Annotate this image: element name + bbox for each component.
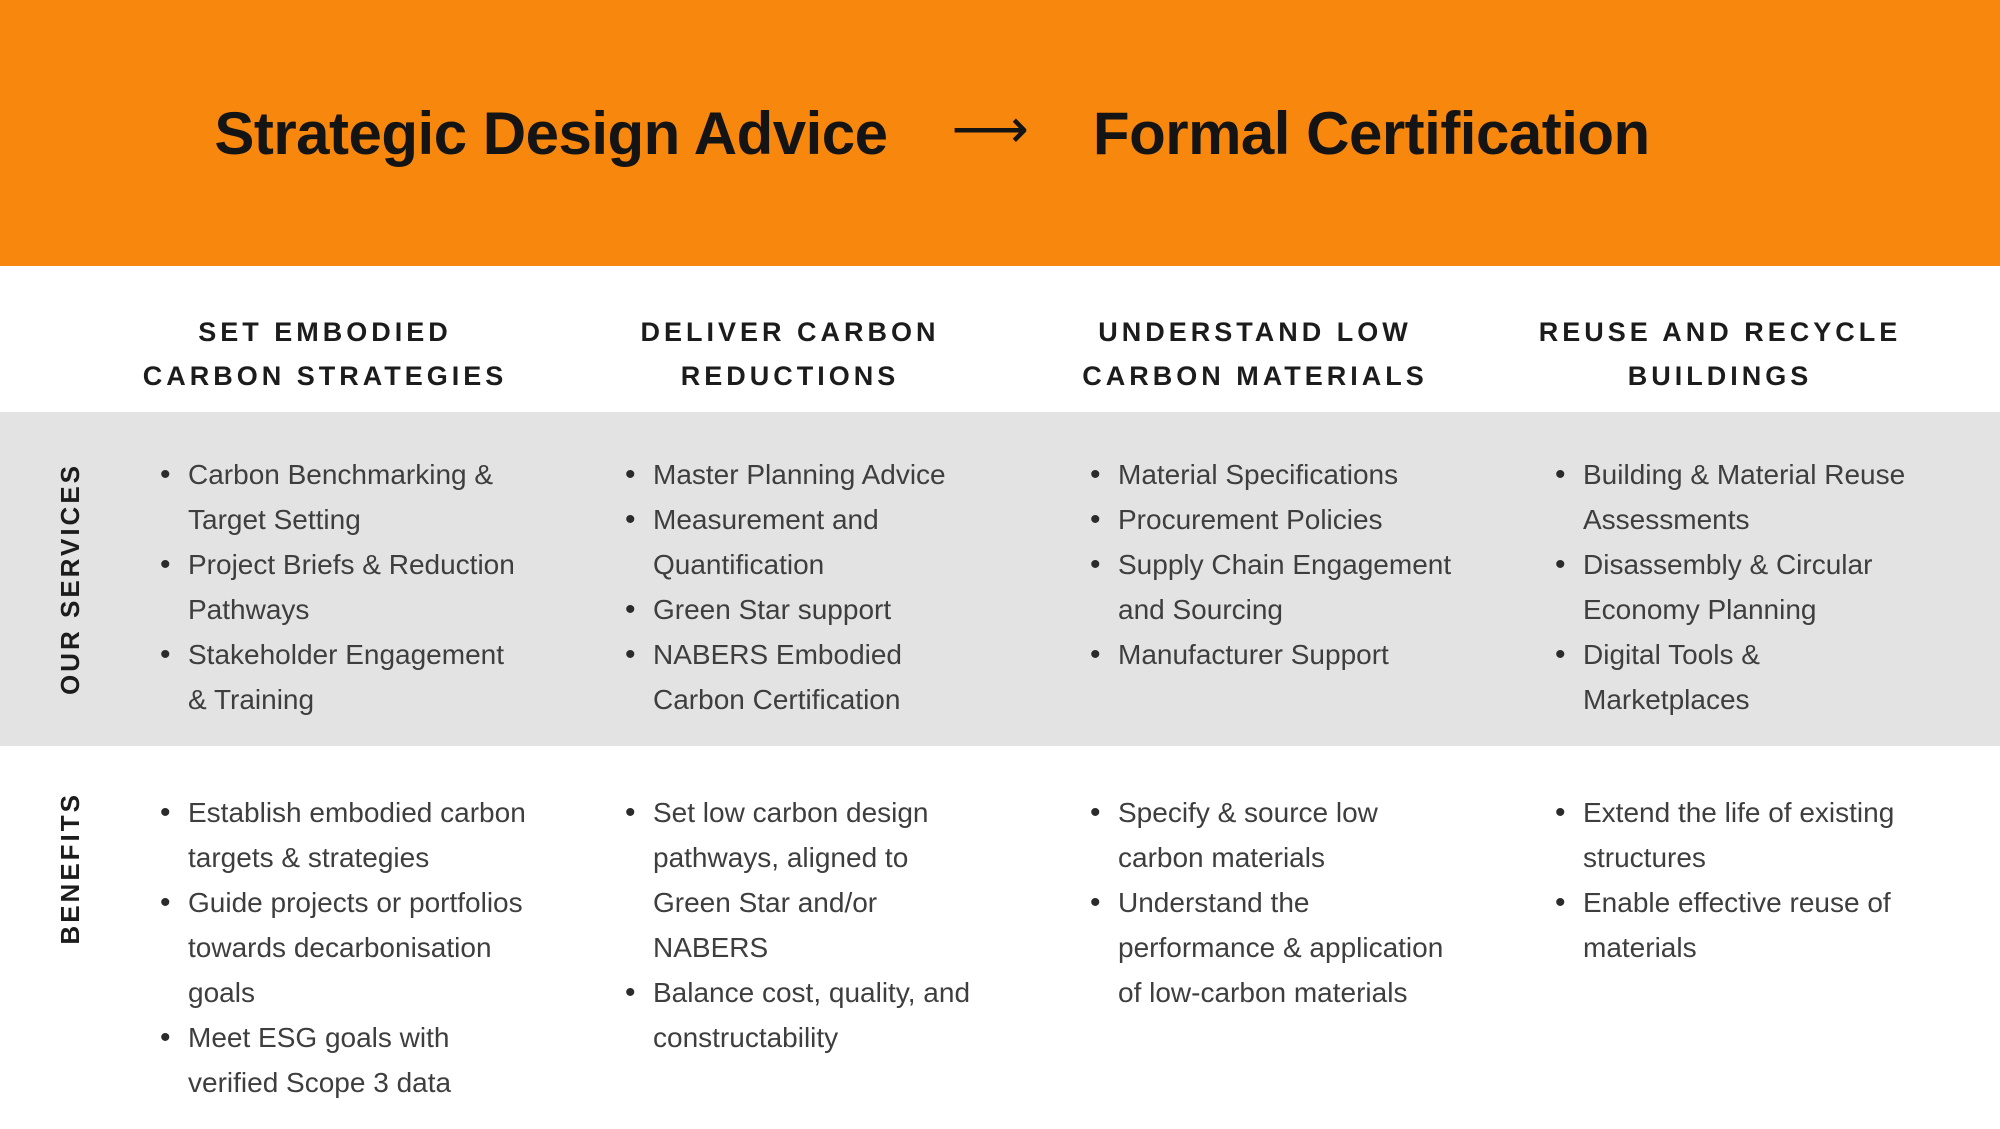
- benefit-item: Guide projects or portfolios towards dec…: [152, 880, 605, 1015]
- benefit-item: Establish embodied carbon targets & stra…: [152, 790, 605, 880]
- column-headers-band: SET EMBODIED CARBON STRATEGIES DELIVER C…: [0, 266, 2000, 412]
- services-list-col-4: Building & Material Reuse AssessmentsDis…: [1535, 412, 2000, 746]
- service-item: Master Planning Advice: [617, 452, 1070, 497]
- benefit-item: Specify & source low carbon materials: [1082, 790, 1535, 880]
- service-item: Manufacturer Support: [1082, 632, 1535, 677]
- column-header-understand-low-carbon-materials: UNDERSTAND LOW CARBON MATERIALS: [1082, 317, 1428, 391]
- benefits-list-col-4: Extend the life of existing structuresEn…: [1535, 746, 2000, 1129]
- benefit-item: Extend the life of existing structures: [1547, 790, 2000, 880]
- benefits-row: BENEFITS Establish embodied carbon targe…: [0, 746, 2000, 1129]
- service-item: Project Briefs & Reduction Pathways: [152, 542, 605, 632]
- service-item: Digital Tools & Marketplaces: [1547, 632, 2000, 722]
- benefit-item: Meet ESG goals with verified Scope 3 dat…: [152, 1015, 605, 1105]
- banner-title-left: Strategic Design Advice: [214, 99, 888, 167]
- column-header-cell: UNDERSTAND LOW CARBON MATERIALS: [1070, 266, 1535, 412]
- column-header-cell: REUSE AND RECYCLE BUILDINGS: [1535, 266, 2000, 412]
- services-list-col-1: Carbon Benchmarking & Target SettingProj…: [140, 412, 605, 746]
- benefit-item: Balance cost, quality, and constructabil…: [617, 970, 1070, 1060]
- service-item: Procurement Policies: [1082, 497, 1535, 542]
- service-item: Carbon Benchmarking & Target Setting: [152, 452, 605, 542]
- benefits-list-col-2: Set low carbon design pathways, aligned …: [605, 746, 1070, 1129]
- column-header-cell: DELIVER CARBON REDUCTIONS: [605, 266, 1070, 412]
- column-header-reuse-and-recycle-buildings: REUSE AND RECYCLE BUILDINGS: [1538, 317, 1902, 391]
- our-services-row: OUR SERVICES Carbon Benchmarking & Targe…: [0, 412, 2000, 746]
- benefit-item: Set low carbon design pathways, aligned …: [617, 790, 1070, 970]
- service-item: Green Star support: [617, 587, 1070, 632]
- benefits-list-col-3: Specify & source low carbon materialsUnd…: [1070, 746, 1535, 1129]
- column-header-deliver-carbon-reductions: DELIVER CARBON REDUCTIONS: [640, 317, 940, 391]
- top-banner: Strategic Design Advice ⟶ Formal Certifi…: [0, 0, 2000, 266]
- right-arrow-icon: ⟶: [951, 99, 1029, 159]
- service-item: NABERS Embodied Carbon Certification: [617, 632, 1070, 722]
- row-label-our-services: OUR SERVICES: [54, 462, 85, 695]
- gutter-spacer: [0, 266, 140, 412]
- column-header-set-embodied-carbon-strategies: SET EMBODIED CARBON STRATEGIES: [142, 317, 508, 391]
- row-label-benefits: BENEFITS: [54, 792, 85, 945]
- service-item: Supply Chain Engagement and Sourcing: [1082, 542, 1535, 632]
- benefit-item: Enable effective reuse of materials: [1547, 880, 2000, 970]
- benefit-item: Understand the performance & application…: [1082, 880, 1535, 1015]
- service-item: Material Specifications: [1082, 452, 1535, 497]
- service-item: Building & Material Reuse Assessments: [1547, 452, 2000, 542]
- service-item: Stakeholder Engagement & Training: [152, 632, 605, 722]
- row-label-cell: OUR SERVICES: [0, 412, 140, 746]
- benefits-list-col-1: Establish embodied carbon targets & stra…: [140, 746, 605, 1129]
- column-header-cell: SET EMBODIED CARBON STRATEGIES: [140, 266, 605, 412]
- services-list-col-2: Master Planning AdviceMeasurement and Qu…: [605, 412, 1070, 746]
- service-item: Measurement and Quantification: [617, 497, 1070, 587]
- services-list-col-3: Material SpecificationsProcurement Polic…: [1070, 412, 1535, 746]
- service-item: Disassembly & Circular Economy Planning: [1547, 542, 2000, 632]
- banner-title-right: Formal Certification: [1092, 99, 1650, 167]
- row-label-cell: BENEFITS: [0, 746, 140, 1129]
